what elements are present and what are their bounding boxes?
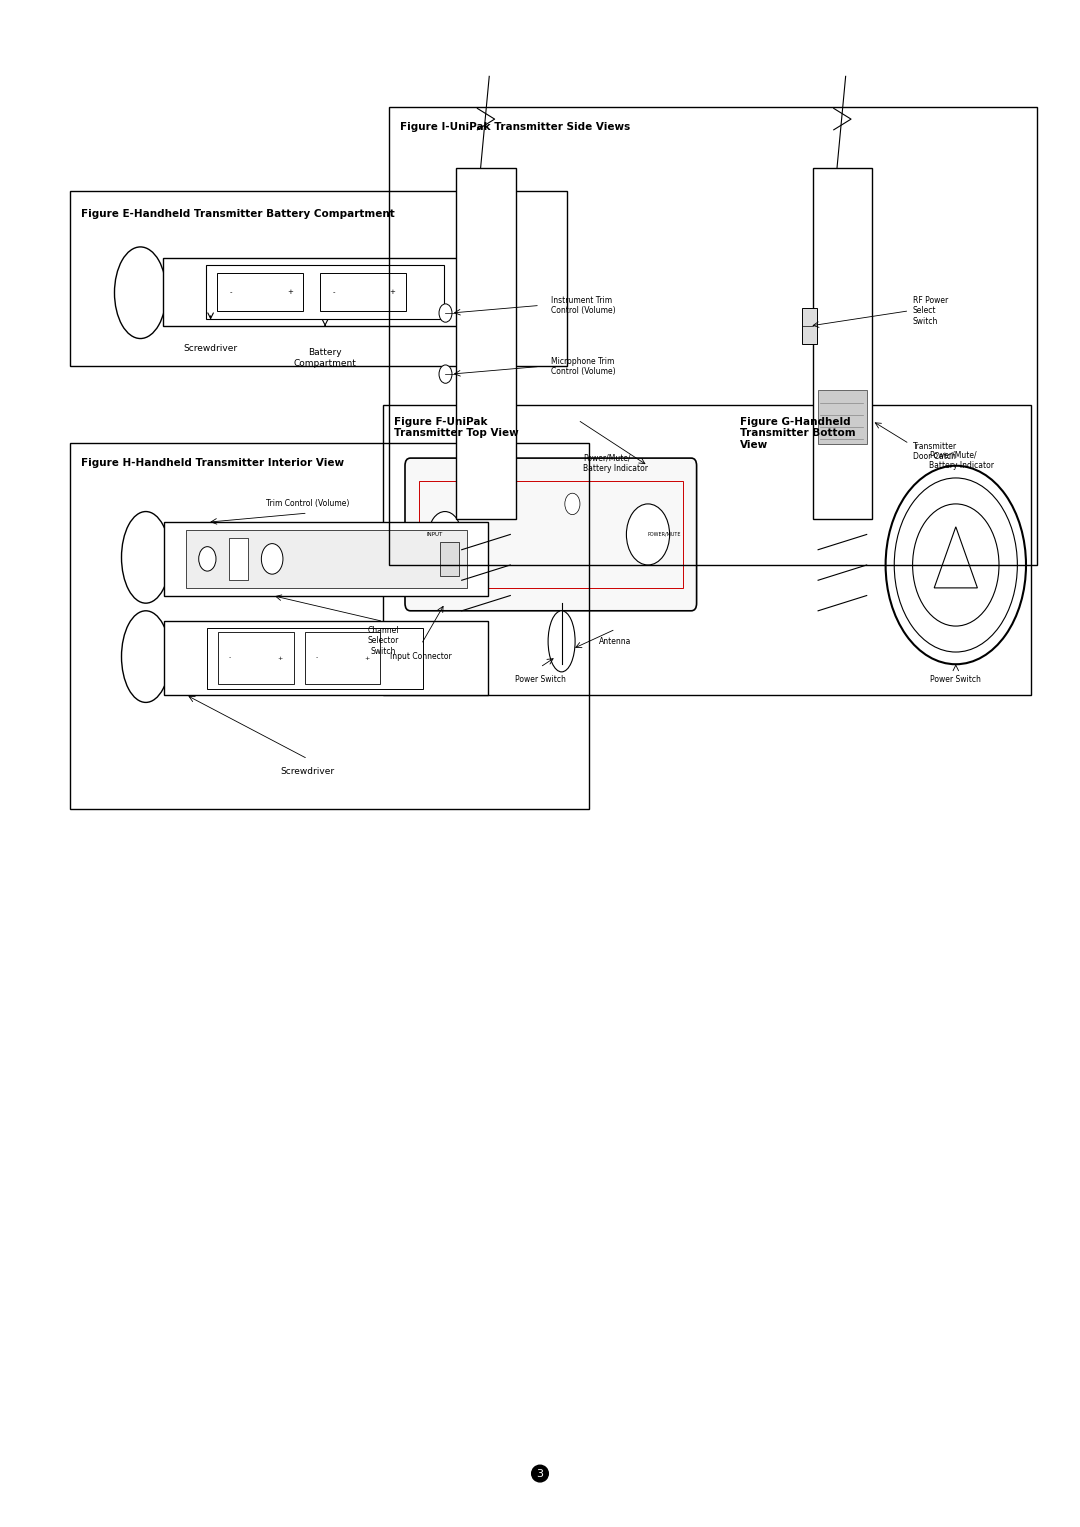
Text: +: + [390, 289, 395, 295]
Text: Microphone Trim
Control (Volume): Microphone Trim Control (Volume) [551, 357, 616, 376]
Bar [163, 258, 465, 327]
Bar [389, 107, 1037, 565]
Text: Instrument Trim
Control (Volume): Instrument Trim Control (Volume) [551, 296, 616, 315]
Text: Power/Mute/
Battery Indicator: Power/Mute/ Battery Indicator [929, 450, 994, 470]
Bar [218, 632, 294, 684]
Text: Screwdriver: Screwdriver [281, 767, 335, 776]
Text: POWER/MUTE: POWER/MUTE [647, 531, 681, 538]
Text: RF Power
Select
Switch: RF Power Select Switch [913, 296, 948, 325]
Bar [801, 307, 818, 345]
Bar [217, 273, 303, 312]
Text: Figure G-Handheld
Transmitter Bottom
View: Figure G-Handheld Transmitter Bottom Vie… [740, 417, 855, 450]
Circle shape [626, 504, 670, 565]
Circle shape [429, 512, 461, 557]
Ellipse shape [122, 611, 171, 702]
Text: Battery
Compartment: Battery Compartment [294, 348, 356, 368]
Bar [70, 443, 589, 809]
Text: Power Switch: Power Switch [930, 675, 982, 684]
Bar [456, 168, 516, 519]
Text: +: + [278, 655, 283, 661]
Text: 3: 3 [537, 1469, 543, 1478]
Text: Power Switch: Power Switch [514, 675, 566, 684]
Circle shape [894, 478, 1017, 652]
Text: +: + [364, 655, 369, 661]
Circle shape [438, 304, 451, 322]
Bar [305, 632, 380, 684]
Text: Trim Control (Volume): Trim Control (Volume) [266, 499, 350, 508]
Ellipse shape [114, 247, 166, 339]
Text: -: - [229, 655, 231, 661]
Text: Input Connector: Input Connector [390, 652, 453, 661]
Circle shape [438, 525, 451, 544]
Bar [186, 530, 467, 588]
FancyBboxPatch shape [405, 458, 697, 611]
Bar [812, 168, 873, 519]
Circle shape [261, 544, 283, 574]
Bar [819, 391, 866, 444]
Bar [440, 542, 459, 576]
Circle shape [886, 466, 1026, 664]
Circle shape [199, 547, 216, 571]
Text: Channel
Selector
Switch: Channel Selector Switch [367, 626, 400, 657]
Text: INPUT: INPUT [426, 531, 443, 538]
Text: +: + [287, 289, 293, 295]
Text: -: - [315, 655, 318, 661]
Bar [70, 191, 567, 366]
Bar [320, 273, 406, 312]
Text: -: - [230, 289, 232, 295]
Ellipse shape [549, 611, 576, 672]
Bar [164, 621, 488, 695]
Circle shape [565, 493, 580, 515]
Bar [383, 405, 1031, 695]
Text: Power/Mute/
Battery Indicator: Power/Mute/ Battery Indicator [583, 454, 648, 473]
Text: Figure I-UniPak Transmitter Side Views: Figure I-UniPak Transmitter Side Views [400, 122, 630, 133]
Bar [207, 628, 423, 689]
Text: Transmitter
Door Catch: Transmitter Door Catch [913, 441, 957, 461]
Bar [229, 538, 248, 580]
Circle shape [913, 504, 999, 626]
Text: Figure E-Handheld Transmitter Battery Compartment: Figure E-Handheld Transmitter Battery Co… [81, 209, 395, 220]
Text: -: - [333, 289, 335, 295]
Ellipse shape [122, 512, 171, 603]
Text: Antenna: Antenna [599, 637, 632, 646]
Text: Screwdriver: Screwdriver [184, 344, 238, 353]
Bar [206, 266, 444, 319]
Bar [419, 481, 683, 588]
Bar [164, 522, 488, 596]
Text: Figure F-UniPak
Transmitter Top View: Figure F-UniPak Transmitter Top View [394, 417, 519, 438]
Text: Figure H-Handheld Transmitter Interior View: Figure H-Handheld Transmitter Interior V… [81, 458, 345, 469]
Circle shape [438, 365, 451, 383]
